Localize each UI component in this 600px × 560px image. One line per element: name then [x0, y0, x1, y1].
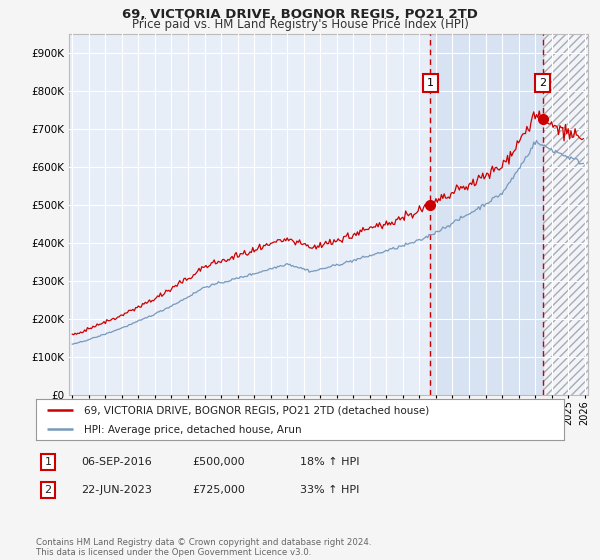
- Text: Contains HM Land Registry data © Crown copyright and database right 2024.
This d: Contains HM Land Registry data © Crown c…: [36, 538, 371, 557]
- Text: Price paid vs. HM Land Registry's House Price Index (HPI): Price paid vs. HM Land Registry's House …: [131, 18, 469, 31]
- Text: 2: 2: [44, 485, 52, 495]
- Text: 06-SEP-2016: 06-SEP-2016: [81, 457, 152, 467]
- Text: 1: 1: [44, 457, 52, 467]
- Text: 1: 1: [427, 78, 434, 88]
- Text: 33% ↑ HPI: 33% ↑ HPI: [300, 485, 359, 495]
- Text: £500,000: £500,000: [192, 457, 245, 467]
- Bar: [430, 34, 543, 395]
- Text: 18% ↑ HPI: 18% ↑ HPI: [300, 457, 359, 467]
- Text: 22-JUN-2023: 22-JUN-2023: [81, 485, 152, 495]
- Text: 69, VICTORIA DRIVE, BOGNOR REGIS, PO21 2TD (detached house): 69, VICTORIA DRIVE, BOGNOR REGIS, PO21 2…: [83, 405, 429, 415]
- Text: 69, VICTORIA DRIVE, BOGNOR REGIS, PO21 2TD: 69, VICTORIA DRIVE, BOGNOR REGIS, PO21 2…: [122, 8, 478, 21]
- Text: 2: 2: [539, 78, 547, 88]
- Text: HPI: Average price, detached house, Arun: HPI: Average price, detached house, Arun: [83, 425, 301, 435]
- Text: £725,000: £725,000: [192, 485, 245, 495]
- Bar: [543, 34, 588, 395]
